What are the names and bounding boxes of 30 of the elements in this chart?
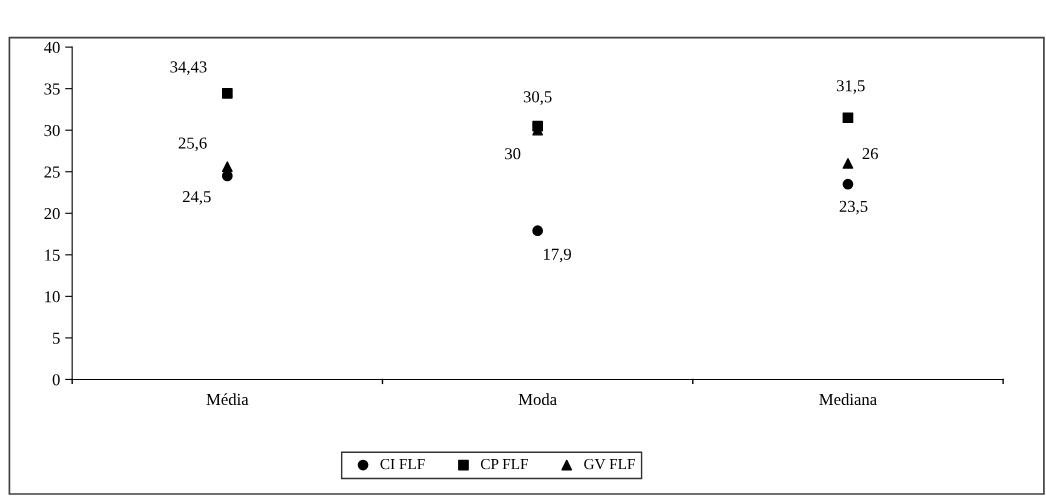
y-tick-label: 30: [44, 124, 60, 137]
data-label: 34,43: [170, 61, 207, 75]
data-label: 26: [862, 148, 879, 160]
legend-label: CP FLF: [480, 458, 528, 470]
y-tick-label: 35: [44, 83, 60, 95]
y-tick-label: 5: [53, 332, 60, 344]
legend-label: GV FLF: [584, 458, 635, 470]
data-label: 30,5: [523, 91, 552, 105]
point: [532, 225, 543, 237]
data-label: 23,5: [839, 200, 868, 215]
data-label: 25,6: [178, 137, 207, 152]
y-tick-label: 40: [44, 41, 60, 54]
data-label: 30: [505, 148, 521, 160]
y-tick-label: 10: [45, 291, 60, 303]
point: [842, 112, 854, 124]
point: [842, 158, 854, 169]
y-tick-label: 25: [44, 166, 60, 178]
data-label: 17,9: [543, 248, 571, 263]
y-tick-label: 15: [45, 249, 60, 261]
y-tick-label: 20: [44, 207, 60, 220]
x-tick-label: Média: [206, 393, 249, 406]
point: [221, 161, 233, 173]
point: [842, 178, 854, 190]
data-label: 24,5: [182, 191, 211, 205]
point: [221, 88, 233, 99]
x-tick-label: Moda: [518, 393, 557, 406]
y-tick-label: 0: [52, 374, 60, 386]
legend-label: CI FLF: [380, 458, 425, 470]
x-tick-label: Mediana: [819, 393, 877, 406]
data-label: 31,5: [836, 80, 865, 94]
